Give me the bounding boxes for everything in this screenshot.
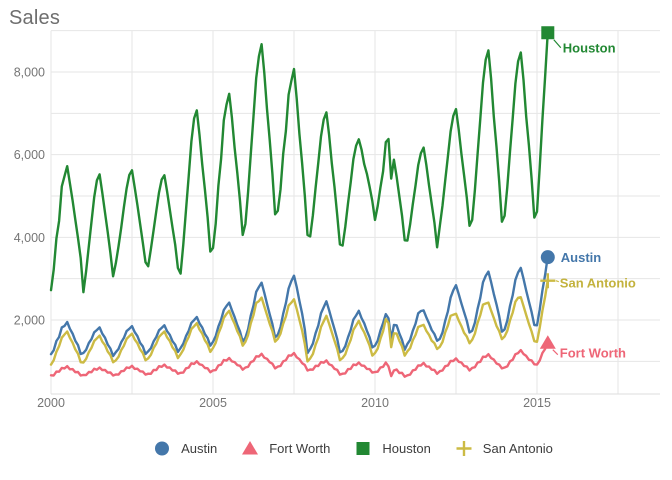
x-tick-label: 2000	[37, 396, 65, 410]
legend-label-austin: Austin	[181, 440, 218, 456]
series-endpoint-marker-san-antonio	[540, 273, 556, 289]
y-tick-label: 8,000	[14, 66, 45, 80]
series-endpoint-marker-austin	[540, 250, 555, 265]
y-tick-label: 6,000	[14, 148, 45, 162]
gridlines	[50, 30, 660, 394]
page-title: Sales	[9, 7, 61, 29]
circle-marker-icon	[540, 250, 555, 265]
x-tick-label: 2015	[523, 396, 551, 410]
label-leader-line	[555, 280, 559, 283]
cross-marker-icon	[540, 273, 556, 289]
legend: Austin Fort Worth Houston San Antonio	[0, 440, 672, 456]
legend-marker-fort-worth	[242, 441, 259, 455]
series-end-label-austin: Austin	[561, 250, 602, 265]
circle-marker	[155, 441, 170, 456]
triangle-marker-icon	[242, 441, 259, 455]
legend-label-san-antonio: San Antonio	[482, 440, 553, 456]
legend-marker-austin	[155, 441, 170, 456]
legend-label-fort-worth: Fort Worth	[269, 440, 331, 456]
legend-item-austin[interactable]: Austin	[153, 440, 217, 456]
series-endpoint-marker-houston	[541, 26, 555, 40]
x-tick-label: 2005	[199, 396, 227, 410]
square-marker-icon	[541, 26, 555, 40]
series-end-label-san-antonio: San Antonio	[560, 276, 636, 291]
legend-item-fort-worth[interactable]: Fort Worth	[241, 440, 330, 456]
square-marker	[356, 442, 370, 455]
y-tick-label: 4,000	[14, 231, 45, 245]
cross-marker	[456, 441, 472, 456]
square-marker-icon	[356, 442, 370, 455]
series-line-fort-worth	[49, 340, 549, 378]
series-endpoint-marker-fort-worth	[539, 335, 556, 349]
legend-item-houston[interactable]: Houston	[354, 440, 431, 456]
triangle-marker	[242, 441, 259, 455]
y-tick-label: 2,000	[14, 314, 45, 328]
legend-label-houston: Houston	[382, 440, 431, 456]
series-end-label-fort-worth: Fort Worth	[560, 346, 626, 361]
circle-marker-icon	[155, 441, 170, 456]
series-end-label-houston: Houston	[563, 41, 616, 56]
series-line-austin	[49, 255, 549, 358]
label-leader-line	[552, 349, 559, 356]
legend-marker-houston	[356, 442, 370, 455]
sales-line-chart: 2,000 4,000 6,000 8,000 2000 2005 2010 2015 Aust…	[14, 26, 660, 410]
x-tick-label: 2010	[361, 396, 389, 410]
series-line-san-antonio	[49, 278, 549, 366]
legend-item-san-antonio[interactable]: San Antonio	[455, 440, 553, 456]
series-line-houston	[49, 30, 549, 294]
legend-marker-san-antonio	[456, 441, 472, 456]
triangle-marker-icon	[539, 335, 556, 349]
cross-marker-icon	[456, 441, 472, 456]
label-leader-line	[553, 39, 562, 49]
